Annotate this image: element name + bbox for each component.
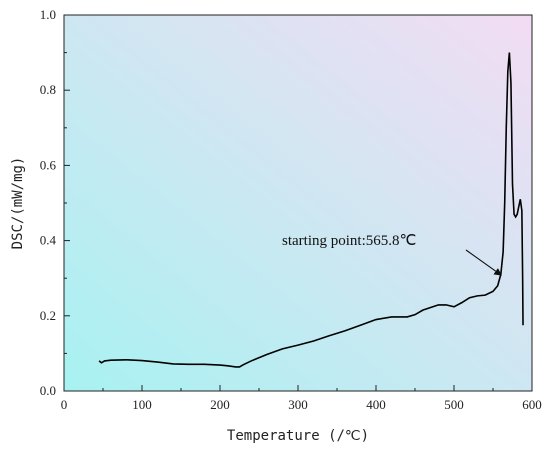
x-tick-label: 300: [288, 397, 308, 412]
annotation-arrow: [465, 249, 502, 276]
y-tick-label: 0.6: [40, 157, 57, 172]
y-tick-label: 0.0: [40, 383, 56, 398]
annotation-starting-point: starting point:565.8℃: [282, 233, 416, 249]
x-tick-label: 500: [444, 397, 464, 412]
plot-frame: [63, 14, 533, 392]
y-axis-label: DSC/(mW/mg): [10, 157, 26, 250]
x-tick-label: 200: [210, 397, 230, 412]
y-tick-labels: 0.0 0.2 0.4 0.6 0.8 1.0: [40, 7, 57, 398]
y-tick-label: 0.4: [40, 233, 57, 248]
y-tick-label: 1.0: [40, 7, 56, 22]
x-tick-labels: 0 100 200 300 400 500 600: [61, 397, 542, 412]
x-tick-label: 400: [366, 397, 386, 412]
x-tick-label: 600: [522, 397, 542, 412]
x-axis-label: Temperature (/℃): [227, 428, 369, 444]
x-tick-label: 0: [61, 397, 68, 412]
y-tick-label: 0.2: [40, 308, 56, 323]
x-tick-label: 100: [132, 397, 152, 412]
y-tick-label: 0.8: [40, 82, 56, 97]
dsc-curve: [98, 52, 524, 368]
plot-area: [64, 15, 532, 391]
